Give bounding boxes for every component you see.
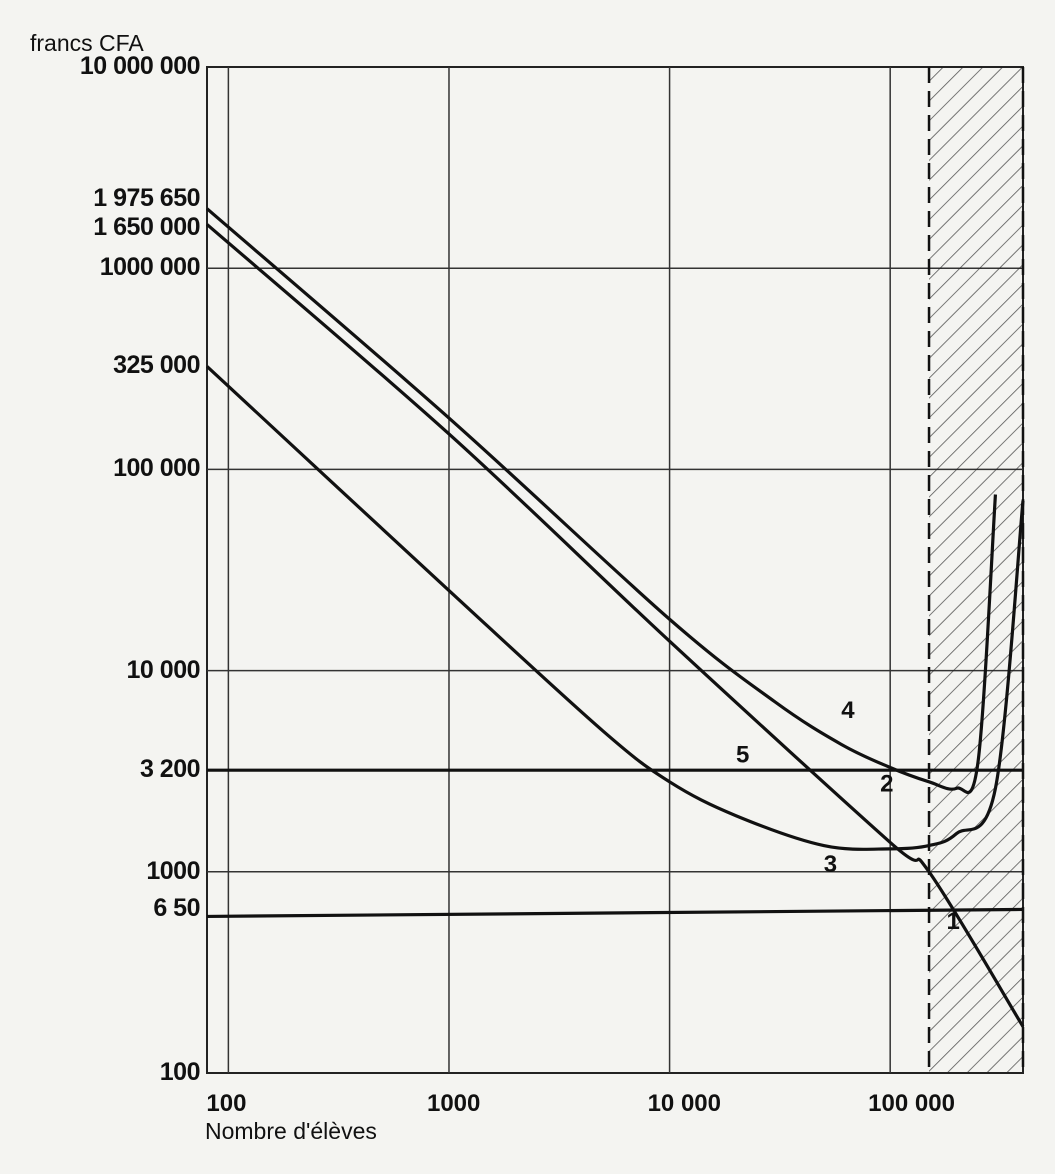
y-tick-label: 10 000 000 [79,52,201,80]
y-tick-label: 10 000 [126,655,201,684]
y-tick-label: 3 200 [139,755,201,784]
x-tick-label: 1000 [426,1090,481,1117]
series-label-1: 1 [946,908,959,935]
y-tick-label: 1 975 650 [93,183,200,212]
y-tick-label: 100 [159,1058,201,1086]
series-line-1 [206,907,1024,919]
shaded-band [927,67,1025,1073]
hatch-fill [929,67,1023,1073]
y-tick-label: 325 000 [113,351,200,380]
series-label-5: 5 [736,741,749,768]
series-labels: 1 2 3 4 5 [736,697,960,935]
series-label-4: 4 [841,697,855,724]
grid [206,66,1024,1074]
y-tick-label: 1000 [146,856,200,885]
series-label-3: 3 [824,851,837,878]
y-tick-label: 100 000 [113,454,200,483]
series-line-4 [205,207,998,795]
series-line-3 [205,365,1025,851]
x-tick-label: 10 000 [647,1090,721,1117]
series-lines [205,207,1025,1028]
series-line-2 [205,223,1025,1028]
y-tick-label: 1000 000 [99,253,201,282]
x-tick-label: 100 000 [868,1090,955,1117]
series-label-2: 2 [880,771,893,798]
y-axis-title: francs CFA [30,30,144,56]
x-axis-title: Nombre d'élèves [205,1118,377,1144]
y-tick-label: 1 650 000 [93,213,200,242]
x-tick-label: 100 [206,1090,247,1117]
y-tick-label: 6 50 [153,894,200,923]
